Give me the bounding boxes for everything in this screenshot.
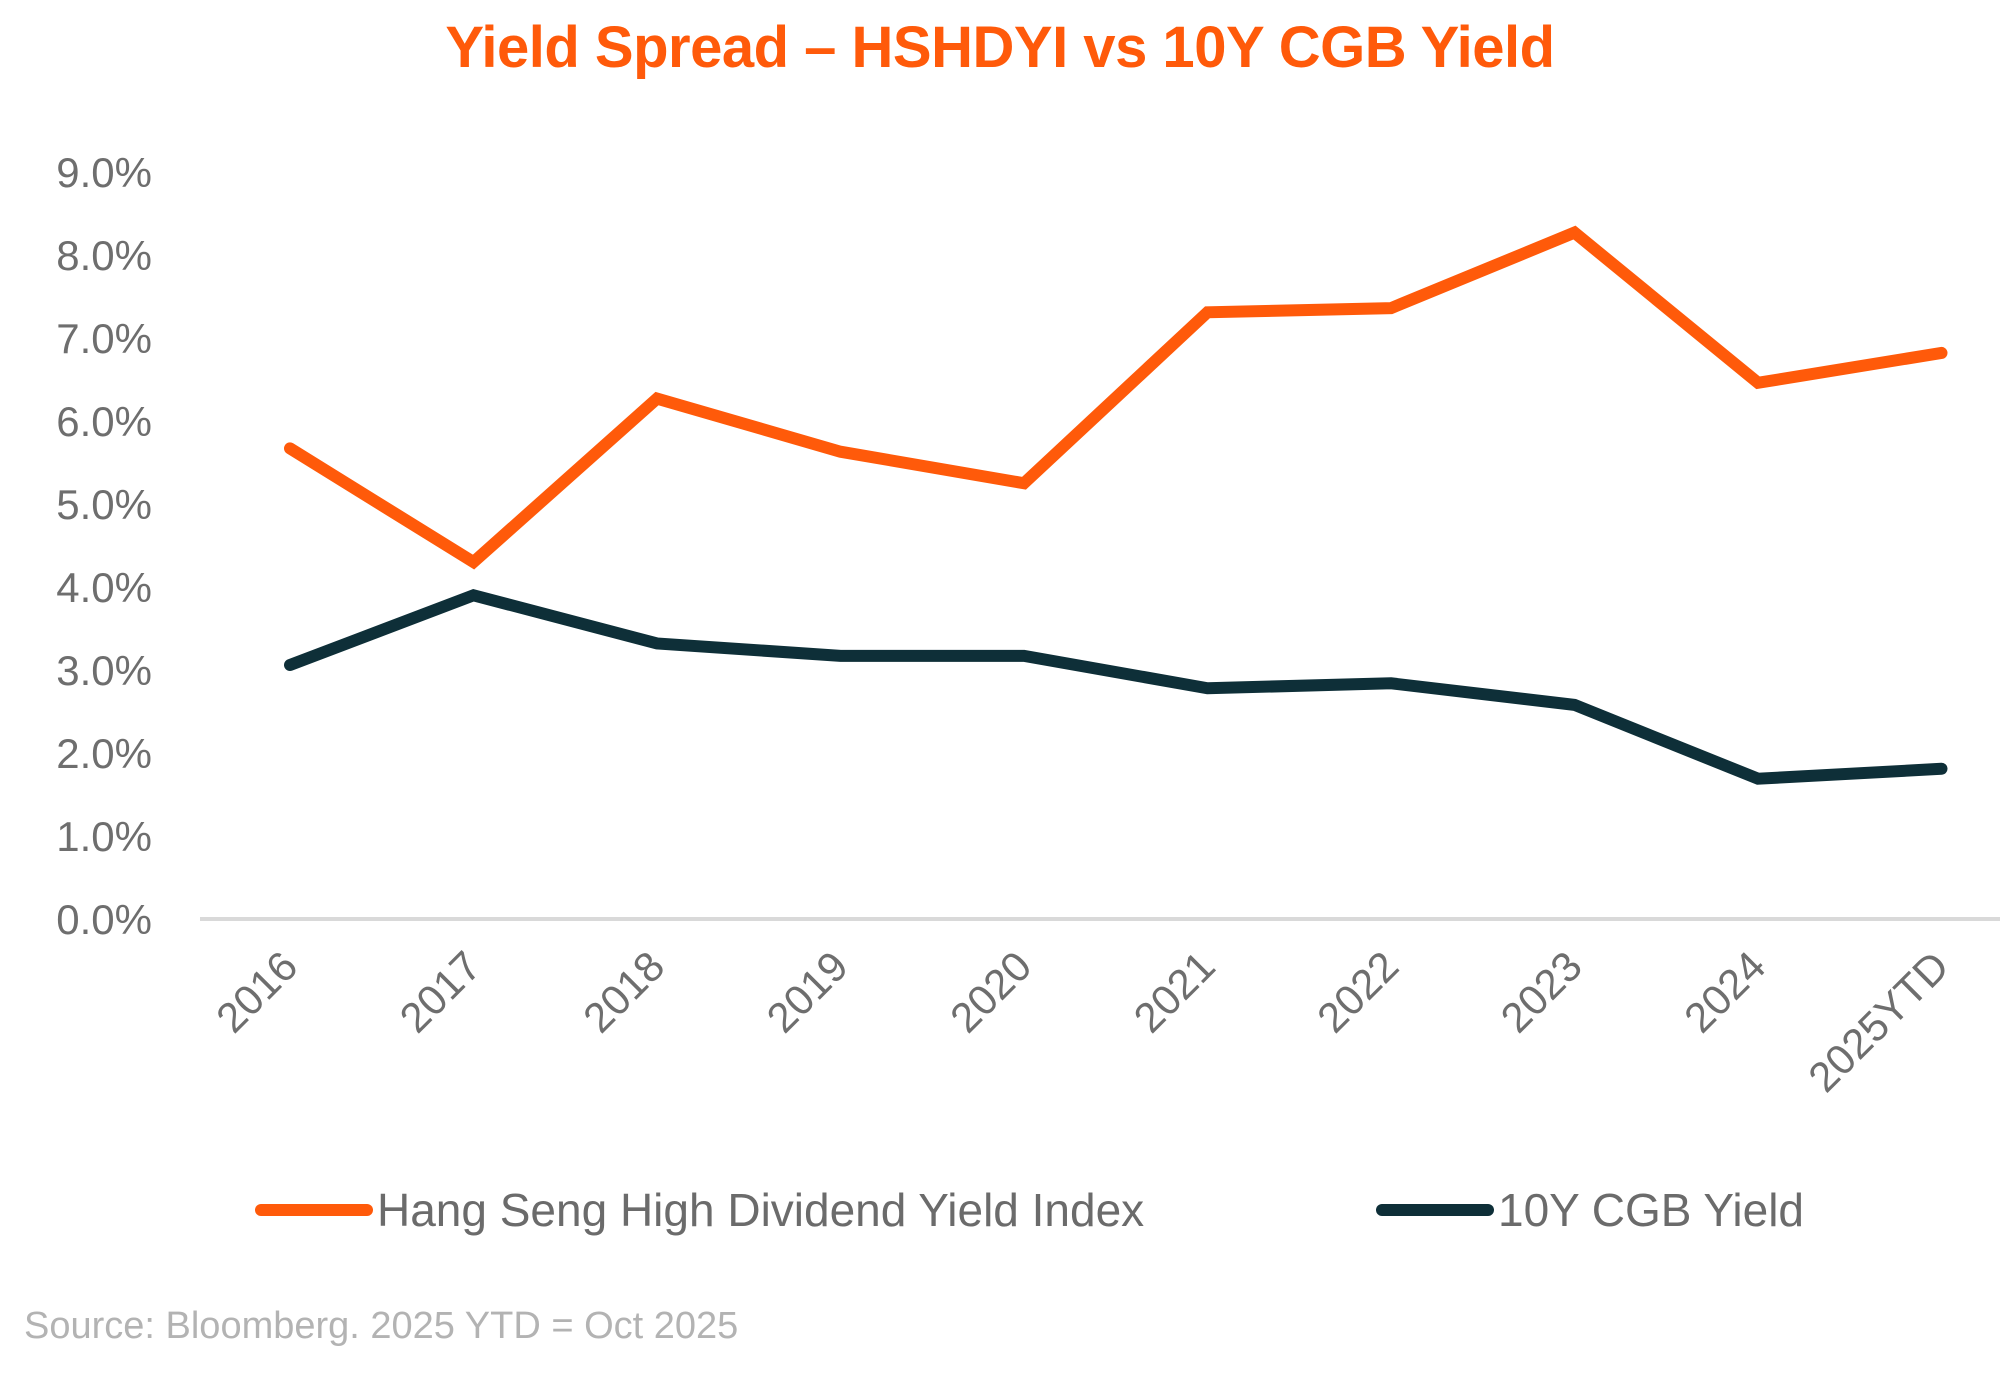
x-tick-label: 2019 (758, 942, 857, 1041)
chart-title: Yield Spread – HSHDYI vs 10Y CGB Yield (445, 15, 1555, 80)
legend-swatch-hshdyi (255, 1204, 373, 1216)
source-note: Source: Bloomberg. 2025 YTD = Oct 2025 (24, 1305, 739, 1347)
x-tick-label: 2016 (207, 942, 306, 1041)
y-tick-label: 6.0% (56, 398, 152, 445)
legend: Hang Seng High Dividend Yield Index 10Y … (0, 1180, 2000, 1240)
y-tick-label: 1.0% (56, 813, 152, 860)
y-tick-label: 8.0% (56, 232, 152, 279)
y-tick-label: 5.0% (56, 481, 152, 528)
legend-label-cgb: 10Y CGB Yield (1498, 1184, 1805, 1236)
x-tick-label: 2024 (1675, 942, 1774, 1041)
x-tick-label: 2018 (574, 942, 673, 1041)
legend-swatch-cgb (1376, 1204, 1494, 1216)
series-line-cgb (284, 589, 1948, 785)
x-tick-label: 2023 (1492, 942, 1591, 1041)
legend-item-cgb[interactable]: 10Y CGB Yield (1376, 1180, 1804, 1240)
x-tick-label: 2020 (941, 942, 1040, 1041)
x-tick-label: 2017 (391, 942, 490, 1041)
x-tick-label: 2021 (1125, 942, 1224, 1041)
y-tick-label: 3.0% (56, 647, 152, 694)
x-tick-label: 2025YTD (1799, 942, 1958, 1101)
x-axis-labels: 2016 2017 2018 2019 2020 2021 2022 2023 2024 2025… (207, 942, 1958, 1101)
legend-item-hshdyi[interactable]: Hang Seng High Dividend Yield Index (255, 1180, 1144, 1240)
y-tick-label: 9.0% (56, 149, 152, 196)
y-axis-labels: 0.0% 1.0% 2.0% 3.0% 4.0% 5.0% 6.0% 7.0% 8.0% 9.0% (56, 149, 152, 943)
x-tick-label: 2022 (1308, 942, 1407, 1041)
series-lines (284, 225, 1948, 785)
y-tick-label: 7.0% (56, 315, 152, 362)
y-tick-label: 2.0% (56, 730, 152, 777)
series-line-hshdyi (284, 225, 1948, 570)
y-tick-label: 4.0% (56, 564, 152, 611)
y-tick-label: 0.0% (56, 896, 152, 943)
legend-label-hshdyi: Hang Seng High Dividend Yield Index (377, 1184, 1145, 1236)
